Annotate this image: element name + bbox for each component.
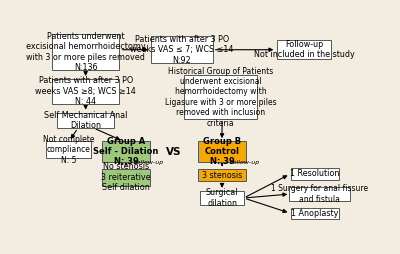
Text: 1 Anoplasty: 1 Anoplasty <box>291 209 339 218</box>
FancyBboxPatch shape <box>291 168 339 180</box>
Text: Patients with after 3 PO
weeks VAS ≤ 7; WCS ≤14
N:92: Patients with after 3 PO weeks VAS ≤ 7; … <box>130 35 234 65</box>
FancyBboxPatch shape <box>46 141 91 158</box>
Text: 3 stenosis: 3 stenosis <box>202 171 242 180</box>
Text: 1 Surgery for anal fissure
and fistula: 1 Surgery for anal fissure and fistula <box>271 184 368 204</box>
Text: Not complete
compliance
N: 5: Not complete compliance N: 5 <box>43 135 94 165</box>
Text: Follow-up: Follow-up <box>134 160 164 165</box>
Text: Follow-up
Not included in the study: Follow-up Not included in the study <box>254 40 354 59</box>
FancyBboxPatch shape <box>102 141 150 162</box>
Text: VS: VS <box>166 147 182 156</box>
FancyBboxPatch shape <box>291 208 339 219</box>
FancyBboxPatch shape <box>102 169 150 186</box>
Text: 1 Resolution: 1 Resolution <box>290 169 340 179</box>
FancyBboxPatch shape <box>184 75 257 119</box>
FancyBboxPatch shape <box>52 35 119 70</box>
Text: Self Mechanical Anal
Dilation: Self Mechanical Anal Dilation <box>44 110 127 130</box>
Text: No stenosis
3 reiterative
Self dilation: No stenosis 3 reiterative Self dilation <box>101 162 151 192</box>
Text: Group A
Self - Dilation
N: 39: Group A Self - Dilation N: 39 <box>93 137 159 166</box>
FancyBboxPatch shape <box>200 191 244 205</box>
FancyBboxPatch shape <box>198 141 246 162</box>
Text: Patients underwent
excisional hemorrhoidectomy
with 3 or more piles removed
N:13: Patients underwent excisional hemorrhoid… <box>26 32 146 72</box>
FancyBboxPatch shape <box>290 187 350 201</box>
FancyBboxPatch shape <box>277 40 331 59</box>
Text: Surgical
dilation: Surgical dilation <box>206 188 238 208</box>
FancyBboxPatch shape <box>151 36 213 63</box>
FancyBboxPatch shape <box>198 169 246 181</box>
Text: Group B
Control
N: 39: Group B Control N: 39 <box>203 137 241 166</box>
Text: Historical Group of Patients
underwent excisional
hemorrhoidectomy with
Ligasure: Historical Group of Patients underwent e… <box>165 67 276 128</box>
FancyBboxPatch shape <box>57 113 114 128</box>
FancyBboxPatch shape <box>52 79 119 104</box>
Text: Patients with after 3 PO
weeks VAS ≥8; WCS ≥14
N: 44: Patients with after 3 PO weeks VAS ≥8; W… <box>35 76 136 106</box>
Text: Follow-up: Follow-up <box>230 160 260 165</box>
